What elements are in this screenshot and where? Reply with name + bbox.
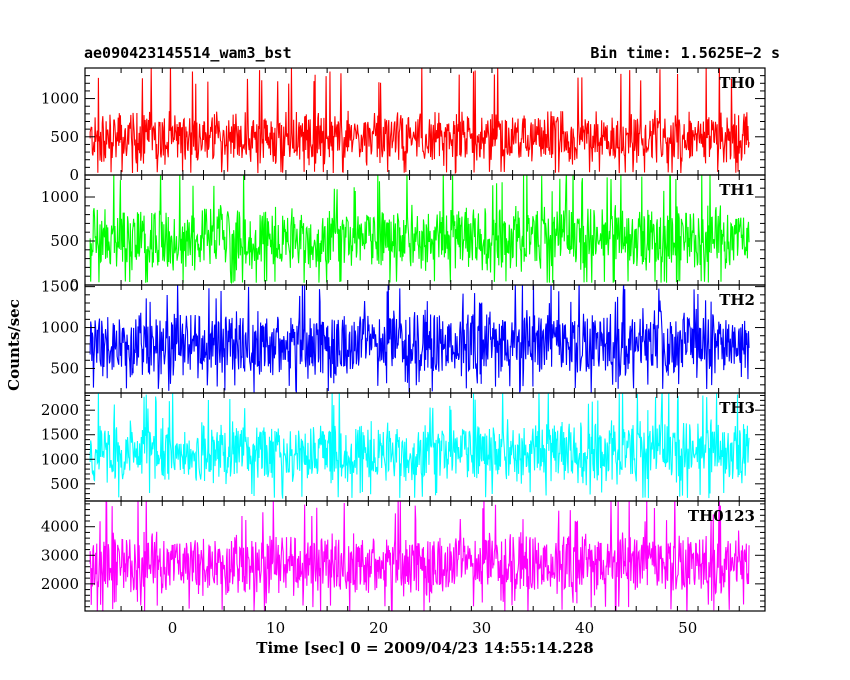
- y-tick-label: 2000: [41, 575, 79, 593]
- x-tick-label: 10: [266, 619, 285, 637]
- series-th0123: [89, 501, 750, 611]
- panel-th0123: 2000 3000 4000 TH0123: [41, 500, 766, 612]
- y-tick-label: 1000: [41, 90, 79, 108]
- y-tick-label: 0: [69, 276, 79, 294]
- y-tick-label: 500: [50, 128, 79, 146]
- y-tick-label: 2000: [41, 401, 79, 419]
- y-tick-label: 1500: [41, 426, 79, 444]
- panel-label-th0123: TH0123: [688, 507, 755, 525]
- panel-frame: [84, 67, 766, 176]
- bin-time-label: Bin time: 1.5625E−2 s: [590, 44, 780, 62]
- x-tick-label: 30: [472, 619, 491, 637]
- panel-label-th1: TH1: [719, 181, 755, 199]
- panel-label-th0: TH0: [719, 74, 755, 92]
- panel-th0: 0 500 1000 TH0: [41, 67, 766, 184]
- y-tick-label: 500: [50, 475, 79, 493]
- panel-label-th3: TH3: [719, 399, 755, 417]
- series-th0: [89, 68, 750, 175]
- y-tick-label: 3000: [41, 546, 79, 564]
- panel-frame: [84, 500, 766, 612]
- y-tick-label: 500: [50, 359, 79, 377]
- series-th2: [89, 285, 750, 393]
- series-th1: [89, 175, 750, 285]
- panel-label-th2: TH2: [719, 291, 755, 309]
- x-tick-label: 50: [678, 619, 697, 637]
- x-tick-label: 20: [369, 619, 388, 637]
- y-tick-label: 1000: [41, 188, 79, 206]
- y-tick-label: 0: [69, 166, 79, 184]
- panel-th2: 500 1000 1500 TH2: [41, 278, 766, 394]
- plot-title: ae090423145514_wam3_bst: [84, 44, 292, 62]
- y-tick-label: 1500: [41, 278, 79, 296]
- panel-th3: 500 1000 1500 2000 TH3: [41, 392, 766, 502]
- x-axis-label: Time [sec] 0 = 2009/04/23 14:55:14.228: [256, 639, 594, 657]
- panel-th1: 0 500 1000 TH1: [41, 174, 766, 294]
- y-tick-label: 1000: [41, 319, 79, 337]
- y-tick-label: 4000: [41, 518, 79, 536]
- y-tick-label: 500: [50, 232, 79, 250]
- y-axis-label: Counts/sec: [5, 299, 23, 391]
- x-tick-label: 0: [168, 619, 178, 637]
- series-th3: [89, 393, 750, 499]
- y-tick-label: 1000: [41, 450, 79, 468]
- x-tick-label: 40: [575, 619, 594, 637]
